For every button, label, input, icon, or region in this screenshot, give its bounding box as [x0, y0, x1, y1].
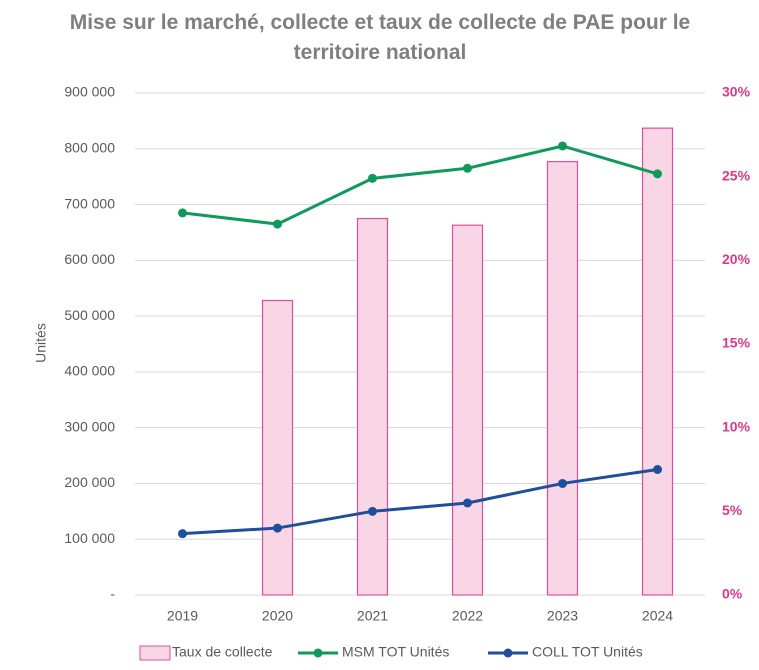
y-tick-label: 600 000 [64, 251, 115, 267]
legend-label: Taux de collecte [172, 644, 273, 660]
legend-swatch [139, 645, 171, 661]
point [463, 498, 472, 508]
point [273, 523, 282, 533]
bar [356, 217, 389, 596]
legend-swatch [313, 648, 323, 658]
y2-tick-label: 30% [722, 84, 751, 100]
x-tick-label: 2023 [547, 608, 578, 624]
y2-tick-label: 5% [722, 502, 743, 518]
x-tick-label: 2022 [452, 608, 483, 624]
legend-label: MSM TOT Unités [342, 644, 449, 660]
line [182, 144, 658, 226]
bar [546, 161, 579, 596]
y-axis-label: Unités [33, 323, 49, 363]
point [558, 478, 567, 488]
bar [641, 127, 674, 596]
y-tick-label: 800 000 [64, 139, 115, 155]
chart-title: Mise sur le marché, collecte et taux de … [69, 11, 691, 64]
y-tick-label: 900 000 [64, 84, 115, 100]
legend-label: COLL TOT Unités [532, 644, 643, 660]
x-tick-label: 2019 [167, 608, 198, 624]
point [653, 169, 662, 179]
y-tick-label: 700 000 [64, 195, 115, 211]
point [178, 529, 187, 539]
point [463, 163, 472, 173]
point [368, 173, 377, 183]
x-tick-label: 2024 [642, 608, 673, 624]
y2-tick-label: 25% [722, 167, 751, 183]
y2-tick-label: 20% [722, 251, 751, 267]
x-tick-label: 2021 [357, 608, 388, 624]
y-tick-label: 200 000 [64, 474, 115, 490]
point [653, 465, 662, 474]
y-tick-label: - [110, 586, 115, 602]
point [558, 141, 567, 151]
legend-swatch [503, 648, 513, 658]
x-tick-label: 2020 [262, 608, 293, 624]
y-tick-label: 500 000 [64, 307, 115, 323]
y-tick-label: 300 000 [64, 418, 115, 434]
point [273, 219, 282, 229]
y2-tick-label: 0% [722, 586, 743, 602]
y2-tick-label: 10% [722, 418, 751, 434]
bar [261, 299, 294, 596]
point [368, 506, 377, 516]
line [182, 468, 658, 536]
y-tick-label: 400 000 [64, 363, 115, 379]
bar [451, 224, 484, 596]
point [178, 208, 187, 218]
y-tick-label: 100 000 [64, 530, 115, 546]
y2-tick-label: 15% [722, 335, 751, 351]
